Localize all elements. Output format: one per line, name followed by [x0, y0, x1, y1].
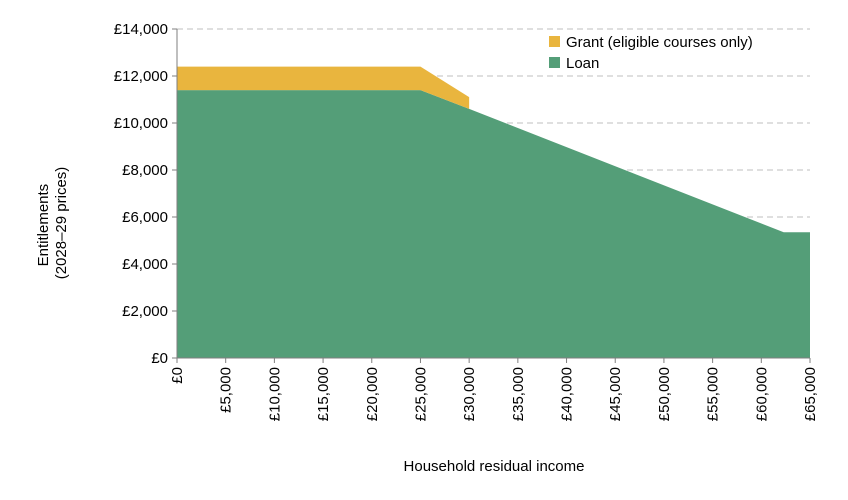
y-axis-title: Entitlements (2028–29 prices) — [35, 167, 70, 280]
y-tick-label-2: £4,000 — [122, 256, 168, 273]
x-tick-label-4: £20,000 — [364, 367, 381, 421]
x-tick-label-7: £35,000 — [510, 367, 527, 421]
legend-swatch-grant — [549, 36, 560, 47]
y-tick-label-0: £0 — [151, 350, 168, 367]
x-tick-label-9: £45,000 — [607, 367, 624, 421]
axes — [172, 28, 811, 363]
y-tick-label-5: £10,000 — [114, 115, 168, 132]
plot-areas — [177, 66, 810, 358]
x-axis-title: Household residual income — [404, 458, 585, 475]
x-tick-label-0: £0 — [169, 367, 186, 384]
x-tick-label-8: £40,000 — [559, 367, 576, 421]
x-tick-labels: £0 £5,000 £10,000 £15,000 £20,000 £25,000 £30,… — [169, 367, 819, 421]
y-tick-label-6: £12,000 — [114, 68, 168, 85]
y-tick-label-3: £6,000 — [122, 209, 168, 226]
x-tick-label-1: £5,000 — [218, 367, 235, 413]
x-tick-label-11: £55,000 — [705, 367, 722, 421]
y-tick-label-4: £8,000 — [122, 162, 168, 179]
legend-swatch-loan — [549, 57, 560, 68]
x-tick-label-2: £10,000 — [266, 367, 283, 421]
y-tick-label-7: £14,000 — [114, 21, 168, 38]
area-grant — [177, 66, 470, 109]
x-tick-label-6: £30,000 — [461, 367, 478, 421]
y-tick-label-1: £2,000 — [122, 303, 168, 320]
area-loan — [177, 90, 810, 358]
y-axis-title-line-1: Entitlements — [35, 184, 52, 267]
y-tick-labels: £0 £2,000 £4,000 £6,000 £8,000 £10,000 £12,000… — [114, 21, 168, 367]
y-axis-title-line-2: (2028–29 prices) — [53, 167, 70, 280]
legend-label-grant: Grant (eligible courses only) — [566, 34, 753, 51]
legend: Grant (eligible courses only) Loan — [549, 34, 753, 72]
x-tick-label-5: £25,000 — [412, 367, 429, 421]
legend-label-loan: Loan — [566, 55, 599, 72]
x-tick-label-13: £65,000 — [802, 367, 819, 421]
x-tick-label-10: £50,000 — [656, 367, 673, 421]
x-tick-label-3: £15,000 — [315, 367, 332, 421]
x-tick-label-12: £60,000 — [753, 367, 770, 421]
